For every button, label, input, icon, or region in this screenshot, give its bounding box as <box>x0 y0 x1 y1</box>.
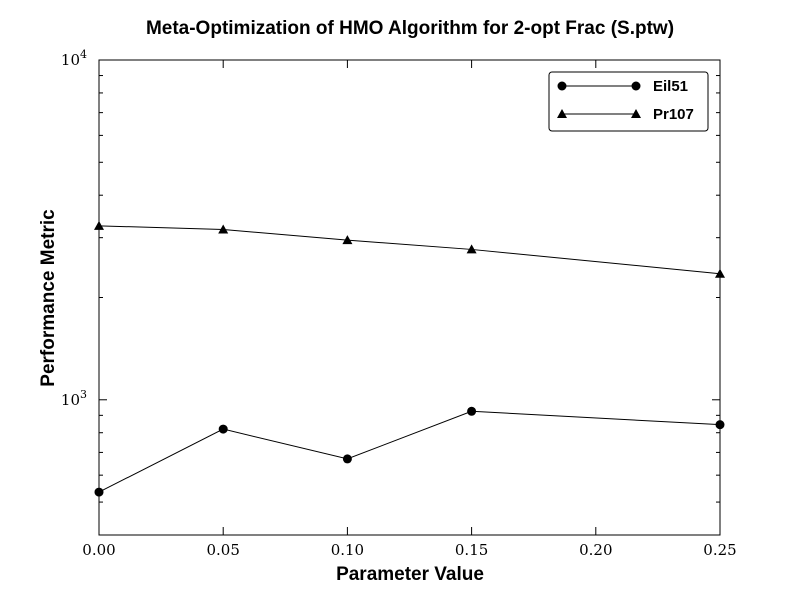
x-tick-label: 0.20 <box>579 541 612 559</box>
data-point-eil51 <box>715 420 725 430</box>
axis-ticks <box>98 59 721 536</box>
x-axis-label: Parameter Value <box>336 564 484 585</box>
data-point-pr107 <box>466 244 477 254</box>
data-point-eil51 <box>218 424 228 434</box>
legend-marker-pr107 <box>631 109 641 118</box>
legend-marker-eil51 <box>557 81 567 91</box>
series-layer <box>94 220 725 497</box>
y-axis-label: Performance Metric <box>38 209 59 387</box>
legend-label-eil51: Eil51 <box>653 78 688 95</box>
y-tick-labels: 103 104 <box>61 48 87 409</box>
legend-marker-eil51 <box>631 81 641 91</box>
series-line-pr107 <box>98 225 721 275</box>
data-point-eil51 <box>94 487 104 497</box>
data-point-pr107 <box>94 220 104 230</box>
x-tick-label: 0.00 <box>82 541 115 559</box>
x-tick-label: 0.10 <box>331 541 364 559</box>
legend-marker-pr107 <box>557 109 567 118</box>
x-tick-label: 0.05 <box>206 541 239 559</box>
legend: Eil51 Pr107 <box>548 71 709 132</box>
x-tick-label: 0.25 <box>703 541 736 559</box>
x-tick-labels: 0.00 0.05 0.10 0.15 0.20 0.25 <box>82 541 736 559</box>
legend-label-pr107: Pr107 <box>653 106 694 123</box>
data-point-eil51 <box>342 454 352 464</box>
data-point-pr107 <box>218 224 229 234</box>
chart-title: Meta-Optimization of HMO Algorithm for 2… <box>146 18 674 39</box>
legend-box <box>548 71 709 132</box>
y-tick-label: 104 <box>61 48 87 69</box>
data-point-eil51 <box>467 406 477 416</box>
series-line-eil51 <box>98 410 721 493</box>
data-point-pr107 <box>342 235 353 245</box>
data-point-pr107 <box>715 268 725 278</box>
x-tick-label: 0.15 <box>455 541 488 559</box>
y-tick-label: 103 <box>61 388 87 409</box>
